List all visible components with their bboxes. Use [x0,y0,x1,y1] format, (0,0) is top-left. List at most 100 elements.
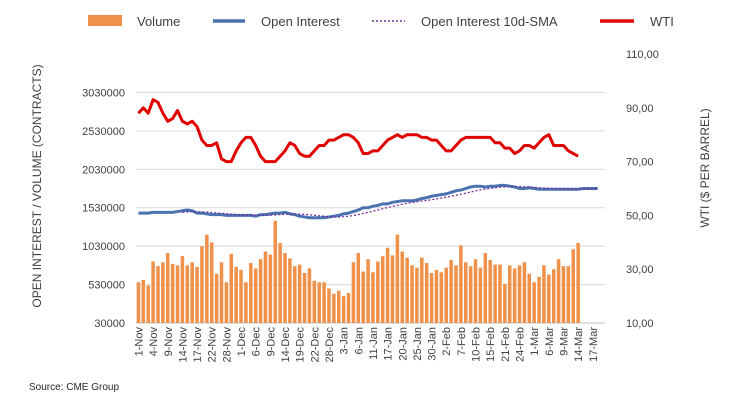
x-tick-label: 1-Nov [133,327,145,357]
open-interest-line [138,183,598,220]
left-axis-ticks: 30000 530000 1030000 1530000 2030000 2530000 3… [82,87,125,330]
volume-bar [214,273,219,323]
volume-bar [503,283,507,323]
volume-bar [566,266,571,323]
volume-bar [297,264,302,323]
x-tick-label: 14-Mar [573,327,585,362]
x-tick-label: 9-Mar [558,327,570,356]
volume-bar [351,262,356,323]
volume-bar [190,262,194,323]
x-tick-label: 6-Jan [353,327,365,355]
volume-bar [507,265,512,323]
left-tick-label: 530000 [88,280,125,292]
x-tick-label: 1-Mar [529,327,541,356]
volume-bar [395,234,400,323]
volume-bar [273,220,277,323]
x-tick-label: 6-Dec [251,327,263,357]
volume-bar [512,268,517,323]
volume-bar [151,261,155,323]
volume-bar [571,249,576,323]
volume-bar [424,263,429,323]
volume-bar [239,269,243,323]
volume-bar [165,253,170,323]
volume-bar [161,262,165,323]
volume-bar [361,271,365,323]
x-tick-label: 15-Feb [485,327,497,362]
x-tick-label: 10-Feb [471,327,483,362]
volume-bar [307,268,312,323]
legend-volume-label: Volume [137,14,180,29]
volume-bar [405,257,409,323]
x-tick-label: 9-Nov [163,327,175,357]
volume-bar [498,264,502,323]
volume-bar [185,265,190,323]
x-tick-label: 3-Jan [339,327,351,355]
x-tick-label: 17-Mar [588,327,600,362]
volume-bar [385,247,390,323]
volume-bar [410,265,414,323]
right-tick-label: 50,00 [626,210,654,222]
volume-bar [302,273,307,323]
volume-bar [253,268,258,323]
volume-bar [288,258,292,323]
volume-bar [415,267,419,323]
volume-bar [376,261,380,323]
volume-bar [205,234,209,323]
legend: Volume Open Interest Open Interest 10d-S… [88,14,674,29]
volume-bar [219,262,224,323]
left-tick-label: 1530000 [82,203,125,215]
volume-bar [547,274,551,323]
x-tick-label: 4-Nov [148,327,160,357]
x-tick-label: 21-Feb [500,327,512,362]
volume-bar [293,266,297,323]
volume-bar [209,242,214,323]
volume-bar [180,256,185,323]
right-tick-label: 30,00 [626,264,654,276]
volume-bar [258,259,263,323]
right-tick-label: 110,00 [626,49,659,61]
volume-bar [200,246,204,323]
volume-bar [542,265,546,323]
volume-bar [473,259,478,323]
x-tick-label: 14-Nov [177,327,189,363]
right-axis-title: WTI ($ PER BARREL) [698,108,712,227]
right-tick-label: 10,00 [626,318,654,330]
x-tick-label: 6-Mar [544,327,556,356]
x-tick-label: 19-Dec [295,327,307,363]
left-tick-label: 2030000 [82,164,125,176]
volume-bar [278,243,282,323]
volume-bar [576,243,580,323]
x-tick-label: 14-Dec [280,327,292,363]
volume-bar [380,256,385,323]
volume-bar [317,282,321,323]
volume-bar [439,272,444,323]
volume-bar [488,259,492,323]
volume-bar [449,259,453,323]
volume-bar [561,266,566,323]
volume-bar [454,265,458,323]
volume-bar [312,280,317,323]
volume-bar [400,251,405,323]
volume-bar [522,262,527,323]
right-tick-label: 70,00 [626,157,654,169]
volume-bar [224,282,229,323]
legend-oi-sma-label: Open Interest 10d-SMA [421,14,558,29]
volume-bar [327,288,331,323]
volume-bar [332,293,336,323]
volume-bar [229,253,234,323]
volume-bar [532,282,536,323]
left-tick-label: 2530000 [82,126,125,138]
volume-bar [556,259,561,323]
volume-bar [478,267,483,323]
x-axis-ticks: 1-Nov 4-Nov 9-Nov 14-Nov 17-Nov 22-Nov 28-Nov 1… [133,327,599,363]
x-tick-label: 1-Dec [236,327,248,357]
volume-bar [390,255,395,323]
legend-open-interest-label: Open Interest [261,14,340,29]
right-tick-label: 90,00 [626,103,654,115]
x-tick-label: 17-Nov [192,327,204,363]
x-tick-label: 7-Feb [456,327,468,356]
volume-bars [136,220,580,323]
left-axis-title: OPEN INTEREST / VOLUME (CONTRACTS) [30,64,44,307]
